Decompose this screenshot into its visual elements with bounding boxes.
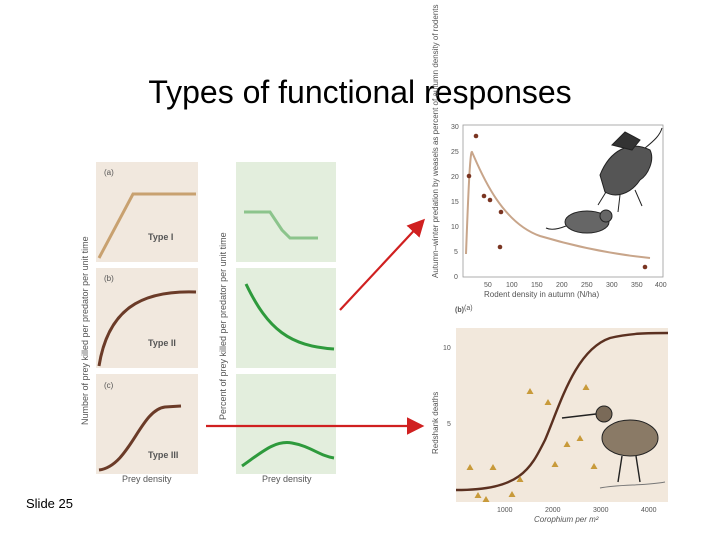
redshank-data-point: [474, 492, 482, 498]
weasel-x-tick: 100: [506, 282, 518, 289]
redshank-chart-x-label: Corophium per m²: [534, 515, 599, 524]
redshank-data-point: [544, 399, 552, 405]
redshank-illustration: [561, 405, 666, 489]
panel-b-type-label: Type II: [148, 338, 176, 348]
weasel-data-point: [473, 133, 479, 139]
slide-title: Types of functional responses: [148, 74, 572, 110]
panel-a-letter: (a): [104, 168, 114, 177]
redshank-data-point: [482, 496, 490, 502]
type-three-curve: [98, 404, 182, 472]
redshank-x-tick: 2000: [545, 507, 561, 514]
weasel-y-tick: 15: [451, 199, 459, 206]
weasel-data-point: [497, 244, 503, 250]
rodent-illustration: [545, 209, 613, 234]
weasel-panel-letter: (a): [464, 305, 473, 312]
redshank-y-tick: 10: [443, 345, 451, 352]
redshank-plot-area: [456, 328, 668, 502]
redshank-x-tick: 1000: [497, 507, 513, 514]
redshank-y-tick: 5: [447, 421, 451, 428]
left-figure: Number of prey killed per predator per u…: [80, 162, 198, 484]
weasel-data-point: [487, 197, 493, 203]
weasel-x-tick: 300: [606, 282, 618, 289]
redshank-chart-y-label: Redshank deaths: [431, 392, 440, 454]
weasel-chart-x-label: Rodent density in autumn (N/ha): [484, 290, 600, 299]
panel-c-letter: (c): [104, 381, 114, 390]
redshank-data-point: [489, 464, 497, 470]
type-two-curve: [97, 290, 197, 367]
arrow-to-weasel-chart: [339, 218, 425, 311]
redshank-data-point: [508, 491, 516, 497]
type-one-percent-curve: [244, 210, 318, 240]
panel-b-percent: [236, 268, 336, 368]
weasel-y-tick: 20: [451, 174, 459, 181]
weasel-data-point: [481, 193, 487, 199]
weasel-illustration: [597, 127, 663, 213]
redshank-data-point: [582, 384, 590, 390]
panel-c-number: [96, 374, 198, 474]
weasel-data-point: [466, 173, 472, 179]
redshank-fitted-curve: [455, 331, 669, 492]
percent-figure: Percent of prey killed per predator per …: [218, 162, 336, 484]
redshank-data-point: [466, 464, 474, 470]
redshank-data-point: [590, 463, 598, 469]
weasel-x-tick: 50: [484, 282, 492, 289]
redshank-y-ticks: 5 10: [443, 345, 451, 428]
percent-figure-x-label: Prey density: [262, 474, 312, 484]
redshank-chart: Redshank deaths (b) 5 10 1000 2000 3000 …: [431, 307, 669, 524]
redshank-data-points: [466, 384, 598, 502]
weasel-y-ticks: 0 5 10 15 20 25 30: [451, 124, 459, 281]
weasel-x-tick: 400: [655, 282, 667, 289]
weasel-fitted-curve: [465, 150, 651, 259]
weasel-x-tick: 200: [556, 282, 568, 289]
weasel-x-ticks: 50 100 150 200 250 300 350 400: [484, 282, 667, 289]
panel-a-number: [96, 162, 198, 262]
panel-c-type-label: Type III: [148, 450, 178, 460]
panel-b-letter: (b): [104, 274, 114, 283]
weasel-data-point: [642, 264, 648, 270]
redshank-x-tick: 4000: [641, 507, 657, 514]
weasel-chart-y-label: Autumn–winter predation by weasels as pe…: [431, 5, 440, 279]
panel-a-type-label: Type I: [148, 232, 173, 242]
redshank-data-point: [576, 435, 584, 441]
weasel-y-tick: 30: [451, 124, 459, 131]
weasel-chart: Autumn–winter predation by weasels as pe…: [431, 5, 667, 313]
redshank-x-tick: 3000: [593, 507, 609, 514]
redshank-data-point: [563, 441, 571, 447]
type-three-percent-curve: [241, 441, 335, 468]
redshank-x-ticks: 1000 2000 3000 4000: [497, 507, 657, 514]
weasel-data-points: [466, 133, 648, 270]
weasel-x-tick: 250: [581, 282, 593, 289]
weasel-y-tick: 0: [454, 274, 458, 281]
panel-b-number: [96, 268, 198, 368]
redshank-data-point: [551, 461, 559, 467]
redshank-panel-letter: (b): [455, 307, 464, 314]
weasel-y-tick: 5: [454, 249, 458, 256]
type-one-curve: [97, 192, 196, 259]
left-figure-y-label: Number of prey killed per predator per u…: [80, 236, 90, 425]
left-figure-x-label: Prey density: [122, 474, 172, 484]
weasel-data-point: [498, 209, 504, 215]
percent-figure-y-label: Percent of prey killed per predator per …: [218, 232, 228, 420]
slide-number: Slide 25: [26, 496, 73, 511]
type-two-percent-curve: [244, 283, 335, 351]
weasel-x-tick: 150: [531, 282, 543, 289]
weasel-y-tick: 25: [451, 149, 459, 156]
weasel-y-tick: 10: [451, 224, 459, 231]
weasel-x-tick: 350: [631, 282, 643, 289]
redshank-data-point: [516, 476, 524, 482]
redshank-data-point: [526, 388, 534, 394]
